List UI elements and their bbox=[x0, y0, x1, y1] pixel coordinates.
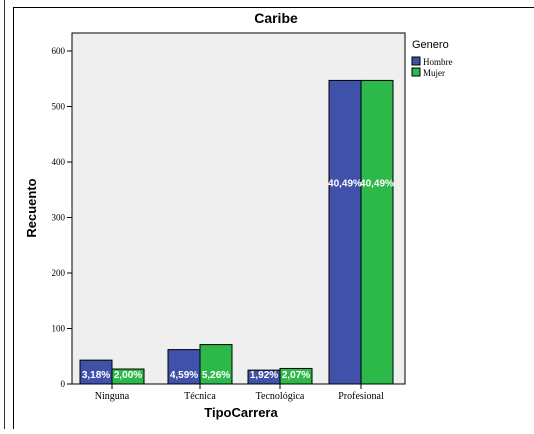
bar-mujer-2 bbox=[279, 367, 313, 385]
y-tick-label: 0 bbox=[61, 379, 66, 389]
data-label: 1,92% bbox=[250, 370, 278, 381]
data-label: 4,59% bbox=[170, 370, 198, 381]
data-label: 2,00% bbox=[114, 370, 142, 381]
legend-swatch-hombre bbox=[411, 56, 421, 66]
bar-mujer-1 bbox=[199, 344, 233, 385]
bar-mujer-3 bbox=[360, 79, 394, 385]
x-tick-label: Profesional bbox=[338, 391, 384, 402]
data-label: 40,49% bbox=[328, 179, 362, 190]
y-tick-label: 200 bbox=[52, 268, 66, 278]
y-tick-label: 600 bbox=[52, 46, 66, 56]
legend-label-mujer: Mujer bbox=[423, 68, 445, 78]
bar-mujer-0 bbox=[111, 368, 145, 385]
y-tick-label: 100 bbox=[52, 324, 66, 334]
bar-hombre-1 bbox=[167, 349, 201, 385]
x-tick-label: Técnica bbox=[184, 391, 216, 402]
x-tick-label: Tecnológica bbox=[256, 391, 305, 402]
y-axis: 0 100 200 300 400 500 600 bbox=[52, 46, 72, 389]
legend-label-hombre: Hombre bbox=[423, 57, 453, 67]
x-axis: Ninguna Técnica Tecnológica Profesional bbox=[95, 384, 384, 402]
data-label: 5,26% bbox=[202, 370, 230, 381]
legend-title: Genero bbox=[412, 39, 449, 51]
bar-labels-group: 3,18% 2,00% 4,59% 5,26% 1,92% 2,07% 40,49%40,4… bbox=[82, 179, 394, 381]
y-tick-label: 500 bbox=[52, 102, 66, 112]
x-axis-label: TipoCarrera bbox=[204, 405, 278, 420]
y-axis-label: Recuento bbox=[24, 178, 39, 237]
bar-hombre-3 bbox=[328, 79, 362, 385]
data-label: 2,07% bbox=[282, 370, 310, 381]
legend-swatch-mujer bbox=[411, 67, 421, 77]
y-tick-label: 300 bbox=[52, 213, 66, 223]
y-tick-label: 400 bbox=[52, 157, 66, 167]
data-label: 40,49% bbox=[360, 179, 394, 190]
chart-title: Caribe bbox=[254, 10, 298, 26]
bars-group bbox=[79, 79, 394, 385]
data-label: 3,18% bbox=[82, 370, 110, 381]
x-tick-label: Ninguna bbox=[95, 391, 130, 402]
